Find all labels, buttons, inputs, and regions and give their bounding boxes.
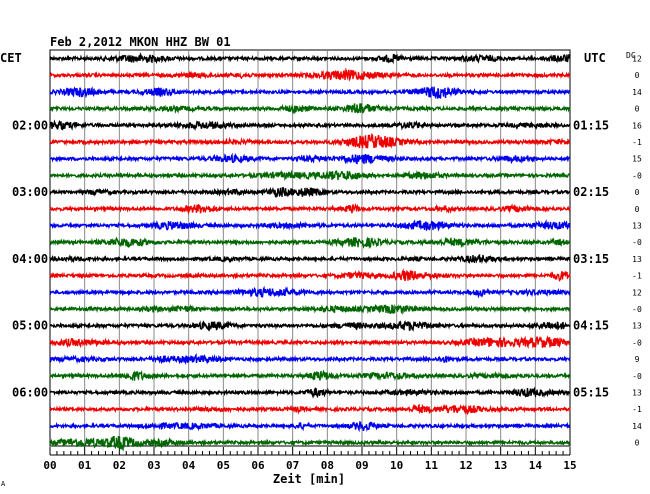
seismic-trace xyxy=(49,285,571,299)
x-tick-label: 03 xyxy=(147,459,160,472)
dc-value: 13 xyxy=(632,222,642,231)
seismic-trace xyxy=(49,253,571,265)
seismic-trace xyxy=(49,435,571,452)
dc-value: 0 xyxy=(635,439,640,448)
seismic-trace xyxy=(49,103,571,115)
seismic-trace xyxy=(49,86,571,100)
seismic-trace xyxy=(49,52,571,65)
dc-value: 13 xyxy=(632,255,642,264)
dc-value: -0 xyxy=(632,171,642,180)
left-hour-label: 04:00 xyxy=(12,252,48,266)
left-axis-label: CET xyxy=(0,51,22,65)
seismic-trace xyxy=(49,303,571,315)
seismic-trace xyxy=(49,268,571,282)
seismic-trace xyxy=(49,369,571,382)
x-tick-label: 01 xyxy=(78,459,92,472)
dc-value: 13 xyxy=(632,389,642,398)
x-tick-label: 05 xyxy=(217,459,230,472)
dc-value: 0 xyxy=(635,205,640,214)
left-hour-label: 06:00 xyxy=(12,386,48,400)
right-hour-label: 03:15 xyxy=(573,252,609,266)
seismic-trace xyxy=(49,320,571,332)
dc-value: -0 xyxy=(632,305,642,314)
dc-value: -0 xyxy=(632,372,642,381)
dc-value: 15 xyxy=(632,155,642,164)
left-hour-label: 02:00 xyxy=(12,118,48,132)
dc-value: 9 xyxy=(635,355,640,364)
seismic-trace xyxy=(49,219,571,232)
x-tick-label: 10 xyxy=(390,459,403,472)
x-tick-label: 08 xyxy=(321,459,334,472)
left-hour-label: 03:00 xyxy=(12,185,48,199)
dc-value: -1 xyxy=(632,405,642,414)
x-tick-label: 07 xyxy=(286,459,299,472)
right-axis-label: UTC xyxy=(584,51,606,65)
chart-title: Feb 2,2012 MKON HHZ BW 01 xyxy=(50,35,231,49)
trace-group xyxy=(49,52,571,452)
seismic-trace xyxy=(49,335,571,350)
seismic-trace xyxy=(49,403,571,416)
dc-value: -1 xyxy=(632,272,642,281)
seismic-trace xyxy=(49,186,571,198)
seismic-trace xyxy=(49,67,571,82)
seismic-trace xyxy=(49,386,571,399)
dc-value: 0 xyxy=(635,71,640,80)
plot-frame xyxy=(49,49,571,447)
grid-lines xyxy=(49,49,571,456)
right-hour-label: 05:15 xyxy=(573,386,609,400)
seismic-trace xyxy=(49,152,571,165)
seismic-trace xyxy=(49,119,571,132)
seismic-trace xyxy=(49,169,571,182)
dc-value: 16 xyxy=(632,121,642,130)
seismic-trace xyxy=(49,236,571,250)
axis-labels: 00 01 02 03 04 05 06 07 08 09 10 11 12 13 14 1512014016… xyxy=(12,55,642,473)
seismic-trace xyxy=(49,420,571,433)
dc-value: 14 xyxy=(632,88,642,97)
dc-value: 12 xyxy=(632,55,642,64)
right-hour-label: 01:15 xyxy=(573,118,609,132)
x-tick-label: 12 xyxy=(459,459,472,472)
dc-value: 0 xyxy=(635,188,640,197)
seismic-trace xyxy=(49,203,571,215)
corner-mark: A xyxy=(1,480,6,488)
dc-value: -0 xyxy=(632,338,642,347)
left-hour-label: 05:00 xyxy=(12,319,48,333)
dc-value: 0 xyxy=(635,105,640,114)
dc-value: 13 xyxy=(632,322,642,331)
right-hour-label: 04:15 xyxy=(573,319,609,333)
seismic-trace xyxy=(49,132,571,149)
dc-value: -1 xyxy=(632,138,642,147)
x-axis-label: Zeit [min] xyxy=(273,472,345,486)
x-tick-label: 13 xyxy=(494,459,507,472)
dc-value: 14 xyxy=(632,422,642,431)
x-tick-label: 00 xyxy=(43,459,56,472)
dc-header: DC xyxy=(626,51,636,60)
seismic-trace xyxy=(49,352,571,366)
x-tick-label: 02 xyxy=(113,459,126,472)
x-tick-label: 14 xyxy=(529,459,543,472)
x-tick-label: 06 xyxy=(251,459,265,472)
right-hour-label: 02:15 xyxy=(573,185,609,199)
dc-value: 12 xyxy=(632,288,642,297)
x-tick-label: 09 xyxy=(355,459,368,472)
x-tick-label: 15 xyxy=(563,459,576,472)
dc-value: -0 xyxy=(632,238,642,247)
x-tick-label: 11 xyxy=(425,459,439,472)
x-tick-label: 04 xyxy=(182,459,196,472)
